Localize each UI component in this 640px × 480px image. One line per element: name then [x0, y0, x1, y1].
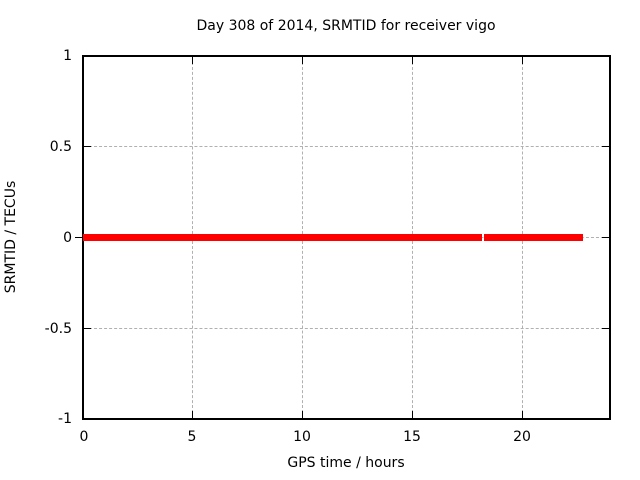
tick-top-5 — [192, 57, 193, 64]
tick-top-10 — [302, 57, 303, 64]
tick-right-0p5 — [602, 146, 609, 147]
y-tick-label-1: 1 — [63, 48, 72, 64]
zero-tick-outer-dash — [75, 237, 82, 238]
x-tick-label-10: 10 — [293, 429, 311, 445]
data-series-segment-2 — [484, 234, 583, 241]
gridline-y-0p5 — [84, 146, 609, 147]
y-tick-label-m1: -1 — [58, 411, 72, 427]
tick-bottom-5 — [192, 411, 193, 418]
tick-bottom-15 — [412, 411, 413, 418]
tick-left-0p5 — [84, 146, 91, 147]
x-axis-title: GPS time / hours — [287, 455, 405, 471]
tick-left-m0p5 — [84, 328, 91, 329]
x-tick-label-15: 15 — [403, 429, 421, 445]
tick-top-20 — [522, 57, 523, 64]
x-tick-label-0: 0 — [79, 429, 89, 445]
tick-right-m0p5 — [602, 328, 609, 329]
x-tick-label-20: 20 — [513, 429, 531, 445]
chart-title: Day 308 of 2014, SRMTID for receiver vig… — [196, 18, 496, 34]
data-series-segment-1 — [83, 234, 482, 241]
y-tick-label-0p5: 0.5 — [49, 139, 72, 155]
y-tick-label-0: 0 — [63, 230, 72, 246]
tick-top-15 — [412, 57, 413, 64]
tick-bottom-20 — [522, 411, 523, 418]
tick-bottom-10 — [302, 411, 303, 418]
x-tick-label-5: 5 — [187, 429, 197, 445]
y-tick-label-m0p5: -0.5 — [44, 321, 72, 337]
gridline-y-m0p5 — [84, 328, 609, 329]
tick-right-0 — [602, 237, 609, 238]
